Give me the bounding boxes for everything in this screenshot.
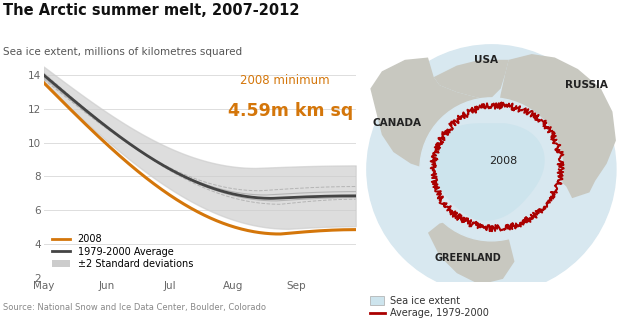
Text: Sea ice extent, millions of kilometres squared: Sea ice extent, millions of kilometres s… <box>3 47 242 57</box>
PathPatch shape <box>428 215 514 285</box>
Text: Sea ice extent: Sea ice extent <box>390 296 460 306</box>
Circle shape <box>420 98 563 241</box>
Text: The Arctic summer melt, 2007-2012: The Arctic summer melt, 2007-2012 <box>3 3 300 18</box>
PathPatch shape <box>497 54 616 198</box>
Text: USA: USA <box>474 55 497 65</box>
Text: GREENLAND: GREENLAND <box>435 253 502 263</box>
Circle shape <box>367 45 616 294</box>
Text: 2008 minimum: 2008 minimum <box>240 74 330 87</box>
Bar <box>370 296 384 306</box>
PathPatch shape <box>434 60 509 100</box>
Bar <box>359 282 624 319</box>
PathPatch shape <box>432 123 545 221</box>
Text: RUSSIA: RUSSIA <box>565 80 607 90</box>
Text: CANADA: CANADA <box>373 118 421 128</box>
Text: 4.59m km sq: 4.59m km sq <box>228 102 353 120</box>
Text: Average, 1979-2000: Average, 1979-2000 <box>390 308 489 318</box>
Text: Source: National Snow and Ice Data Center, Boulder, Colorado: Source: National Snow and Ice Data Cente… <box>3 303 266 312</box>
Text: 2008: 2008 <box>489 156 517 166</box>
PathPatch shape <box>370 57 489 169</box>
PathPatch shape <box>529 85 540 97</box>
Legend: 2008, 1979-2000 Average, ±2 Standard deviations: 2008, 1979-2000 Average, ±2 Standard dev… <box>49 230 197 273</box>
